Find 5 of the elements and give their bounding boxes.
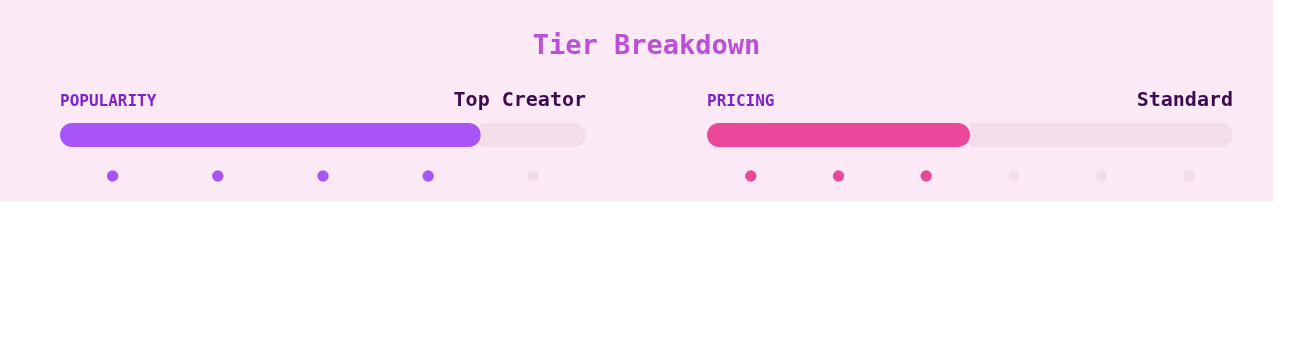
y-tick-label: PRICING	[707, 91, 775, 110]
annotation: Top Creator	[453, 87, 586, 111]
annotation: Standard	[1136, 87, 1233, 111]
y-tick-label: POPULARITY	[60, 91, 157, 110]
text: Tier Breakdown	[532, 29, 761, 60]
